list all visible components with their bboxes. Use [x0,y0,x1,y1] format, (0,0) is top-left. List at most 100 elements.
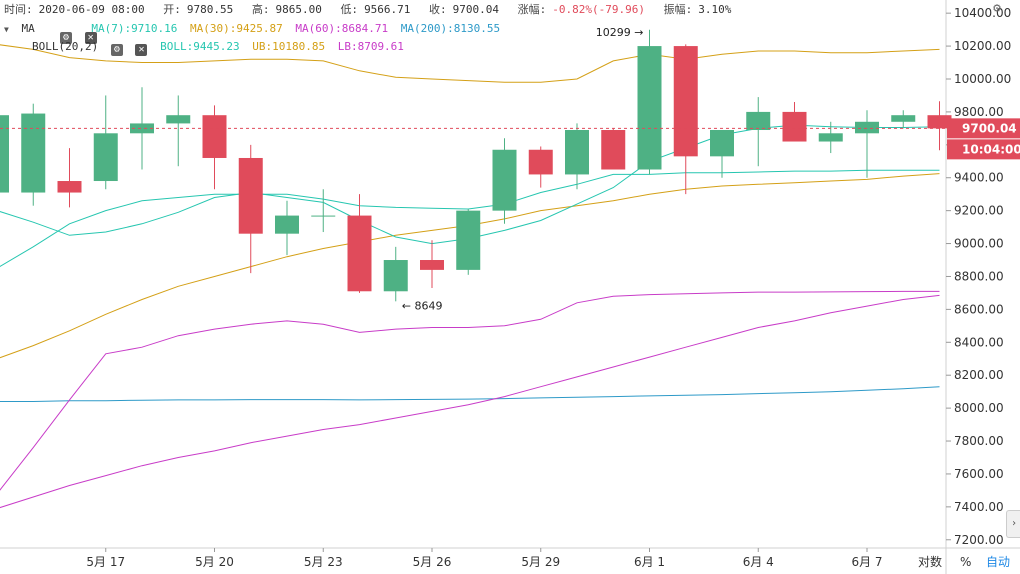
candle-body [855,121,879,134]
change-value: -0.82%(-79.96) [552,3,645,16]
time-label: 时间: 2020-06-09 08:00 [4,3,151,16]
boll-lb-label: LB:8709.61 [337,40,404,53]
ma60-line [0,294,940,509]
close-key: 收: [429,3,447,16]
y-tick-label: 9400.00 [954,171,1004,185]
ma200-label: MA(200):8130.55 [400,22,501,35]
open-value: 9780.55 [186,3,234,16]
candle-body [710,130,734,157]
y-tick-label: 9000.00 [954,237,1004,251]
open-key: 开: [163,3,181,16]
candle-body [347,215,372,292]
candle-body [311,215,336,217]
candle-body [57,181,82,193]
candle-body [420,260,444,270]
time-key: 时间: [4,3,33,16]
candle-body [565,130,589,175]
settings-icon[interactable]: ⚙ [993,1,1001,16]
y-tick-label: 8800.00 [954,269,1004,283]
y-tick-label: 10000.00 [954,72,1011,86]
y-tick-label: 7800.00 [954,434,1004,448]
candle-body [492,149,517,211]
time-value: 2020-06-09 08:00 [38,3,145,16]
ma-indicator-name: MA [21,22,35,35]
high-value: 9865.00 [275,3,322,16]
y-tick-label: 9200.00 [954,204,1004,218]
amplitude-value: 3.10% [698,3,732,16]
y-tick-label: 8200.00 [954,368,1004,382]
high-label: 高: 9865.00 [252,3,328,16]
low-key: 低: [340,3,359,16]
ma7-label: MA(7):9710.16 [91,22,178,35]
x-tick-label: 6月 4 [743,555,774,569]
candle-body [0,115,9,193]
candle-body [166,115,191,124]
candle-body [202,115,227,158]
x-tick-label: 6月 1 [634,555,665,569]
close-icon[interactable]: ✕ [84,32,97,44]
candle-body [782,111,807,142]
countdown-label: 10:04:00 [962,142,1020,156]
ma60-label: MA(60):8684.71 [295,22,389,35]
y-tick-label: 10200.00 [954,39,1011,53]
candle-body [130,123,154,134]
y-tick-label: 7600.00 [954,467,1004,481]
y-tick-label: 7200.00 [954,533,1004,547]
current-price-badge [947,118,1020,139]
low-marker-label: ← 8649 [402,299,443,312]
candle-body [601,130,626,170]
ma-controls: ⚙ ✕ [60,23,100,44]
x-tick-label: 5月 17 [86,555,125,569]
y-tick-label: 8400.00 [954,335,1004,349]
amplitude-label: 振幅: 3.10% [664,3,738,16]
boll-indicator-name: BOLL(20,2) [32,40,99,53]
gear-icon[interactable]: ⚙ [110,44,123,56]
boll-mid-label: BOLL:9445.23 [160,40,240,53]
open-label: 开: 9780.55 [163,3,239,16]
ma-legend: ▼ MA MA(7):9710.16 MA(30):9425.87 MA(60)… [4,21,506,37]
y-tick-label: 8600.00 [954,302,1004,316]
candle-body [818,133,843,142]
low-value: 9566.71 [364,3,411,16]
change-label: 涨幅: -0.82%(-79.96) [518,3,651,16]
ma30-label: MA(30):9425.87 [190,22,283,35]
high-key: 高: [251,3,270,16]
candle-body [21,113,46,193]
x-tick-label: 5月 20 [195,555,234,569]
high-marker-label: 10299 → [596,26,644,39]
change-key: 涨幅: [517,3,547,16]
candle-body [891,115,916,122]
ma200-line [0,386,940,402]
close-value: 9700.04 [452,3,500,16]
boll-ub-label: UB:10180.85 [252,40,326,53]
gear-icon[interactable]: ⚙ [60,32,72,44]
candle-body [927,115,952,129]
countdown-badge [947,139,1020,160]
candle-body [93,133,118,182]
x-tick-label: 5月 26 [413,555,452,569]
x-tick-label: 5月 23 [304,555,343,569]
scroll-right-icon[interactable]: › [1006,510,1020,538]
low-label: 低: 9566.71 [340,3,416,16]
log-scale-button[interactable]: 对数 [918,555,943,569]
candle-body [456,210,481,270]
candle-body [238,157,263,234]
candle-body [528,149,553,175]
y-tick-label: 8000.00 [954,401,1004,415]
x-tick-label: 6月 7 [851,555,882,569]
percent-scale-button[interactable]: % [960,555,972,569]
candle-body [275,215,299,234]
current-price-label: 9700.04 [962,121,1017,135]
caret-down-icon[interactable]: ▼ [4,25,9,34]
close-icon[interactable]: ✕ [135,44,148,56]
candle-body [637,46,662,170]
amplitude-key: 振幅: [663,3,693,16]
y-tick-label: 9800.00 [954,105,1004,119]
close-label: 收: 9700.04 [429,3,505,16]
auto-scale-button[interactable]: 自动 [986,555,1011,569]
y-tick-label: 7400.00 [954,500,1004,514]
boll-lb-line [0,290,940,491]
boll-legend: BOLL(20,2) ⚙ ✕ BOLL:9445.23 UB:10180.85 … [4,39,410,56]
